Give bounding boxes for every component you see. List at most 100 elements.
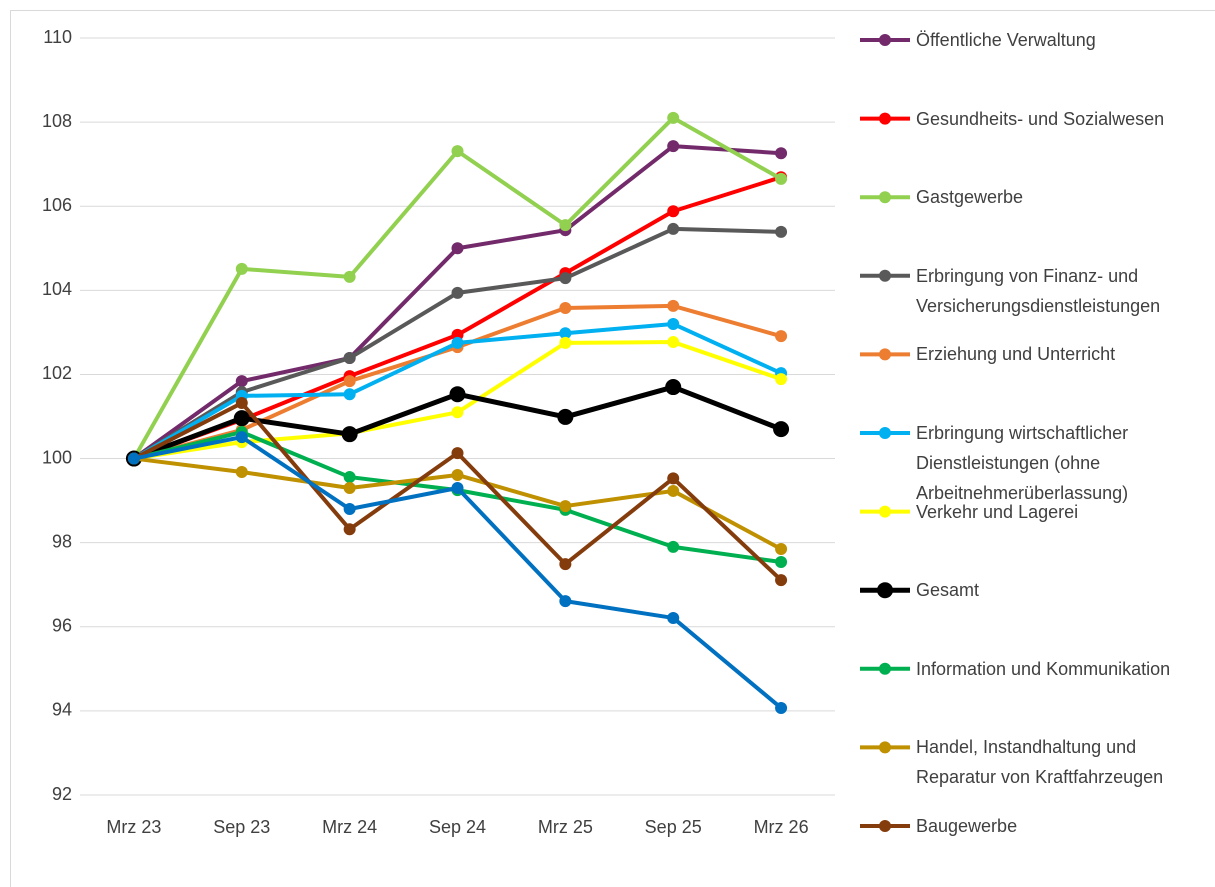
legend-marker (877, 582, 893, 599)
series (127, 431, 788, 714)
marker (343, 481, 356, 494)
y-tick-label: 94 (52, 700, 72, 720)
legend-label: Gastgewerbe (916, 187, 1024, 208)
marker (235, 431, 248, 444)
series (127, 452, 788, 555)
legend-label: Handel, Instandhaltung und Reparatur von… (916, 737, 1164, 788)
legend-marker (879, 269, 891, 282)
chart-border (10, 10, 1215, 887)
marker (559, 336, 572, 349)
series (127, 397, 788, 587)
legend-marker (879, 348, 891, 361)
marker (235, 397, 248, 410)
marker (451, 242, 464, 255)
legend-label: Gesundheits- und Sozialwesen (916, 108, 1165, 129)
marker (235, 262, 248, 275)
legend-marker (879, 820, 891, 832)
marker (559, 301, 572, 314)
marker (667, 540, 680, 553)
marker (559, 558, 572, 571)
marker (451, 406, 464, 419)
marker (775, 147, 788, 160)
y-tick-label: 106 (42, 195, 72, 215)
legend-marker (879, 741, 891, 754)
legend-marker (879, 505, 891, 518)
marker (451, 447, 464, 460)
y-tick-label: 110 (43, 27, 72, 47)
marker (667, 611, 680, 624)
marker (775, 225, 788, 238)
x-tick-label: Sep 25 (645, 817, 702, 837)
marker (667, 317, 680, 330)
marker (233, 410, 250, 427)
legend-label: Erbringung von Finanz- und Versicherungs… (916, 265, 1161, 316)
marker (775, 542, 788, 555)
legend-marker (879, 191, 891, 204)
x-tick-label: Mrz 26 (754, 817, 809, 837)
marker (451, 336, 464, 349)
marker (343, 388, 356, 401)
series (127, 111, 788, 465)
marker (667, 484, 680, 497)
marker (667, 140, 680, 153)
marker (451, 481, 464, 494)
marker (235, 375, 248, 388)
legend-label: Erbringung wirtschaftlicher Dienstleistu… (916, 423, 1129, 503)
legend-label: Öffentliche Verwaltung (916, 30, 1096, 50)
marker (559, 500, 572, 513)
legend-label: Erziehung und Unterricht (916, 344, 1116, 365)
x-tick-label: Mrz 23 (106, 817, 161, 837)
x-tick-label: Mrz 24 (322, 817, 377, 837)
x-tick-label: Sep 23 (213, 817, 270, 837)
marker (343, 503, 356, 516)
legend-marker (879, 34, 891, 46)
marker (451, 286, 464, 299)
marker (665, 379, 682, 396)
marker (775, 373, 788, 386)
marker (775, 172, 788, 185)
legend-label: Gesamt (916, 580, 980, 601)
legend-label: Verkehr und Lagerei (916, 501, 1079, 522)
marker (667, 299, 680, 312)
y-tick-label: 108 (42, 111, 72, 131)
marker (559, 272, 572, 285)
marker (343, 352, 356, 365)
x-tick-label: Sep 24 (429, 817, 486, 837)
marker (775, 574, 788, 587)
y-tick-label: 96 (52, 616, 72, 636)
marker (775, 556, 788, 569)
marker (449, 386, 466, 403)
legend-marker (879, 112, 891, 125)
y-tick-label: 92 (52, 784, 72, 804)
y-tick-label: 104 (42, 279, 72, 299)
marker (343, 375, 356, 388)
legend-label: Baugewerbe (916, 816, 1018, 836)
marker (235, 466, 248, 479)
marker (557, 408, 574, 425)
marker (667, 222, 680, 235)
marker (667, 111, 680, 124)
marker (343, 270, 356, 283)
y-tick-label: 102 (42, 363, 72, 383)
series (127, 171, 788, 465)
marker (667, 205, 680, 218)
marker (773, 421, 790, 438)
legend-marker (879, 662, 891, 675)
marker (667, 336, 680, 349)
marker (775, 330, 788, 343)
marker (559, 327, 572, 340)
marker (343, 471, 356, 484)
y-tick-label: 100 (42, 447, 72, 467)
legend-marker (879, 427, 891, 439)
marker (341, 426, 358, 443)
marker (343, 523, 356, 536)
marker (667, 472, 680, 485)
y-tick-label: 98 (52, 531, 72, 551)
marker (775, 701, 788, 714)
marker (127, 452, 140, 465)
x-tick-label: Mrz 25 (538, 817, 593, 837)
marker (451, 468, 464, 481)
marker (559, 595, 572, 608)
